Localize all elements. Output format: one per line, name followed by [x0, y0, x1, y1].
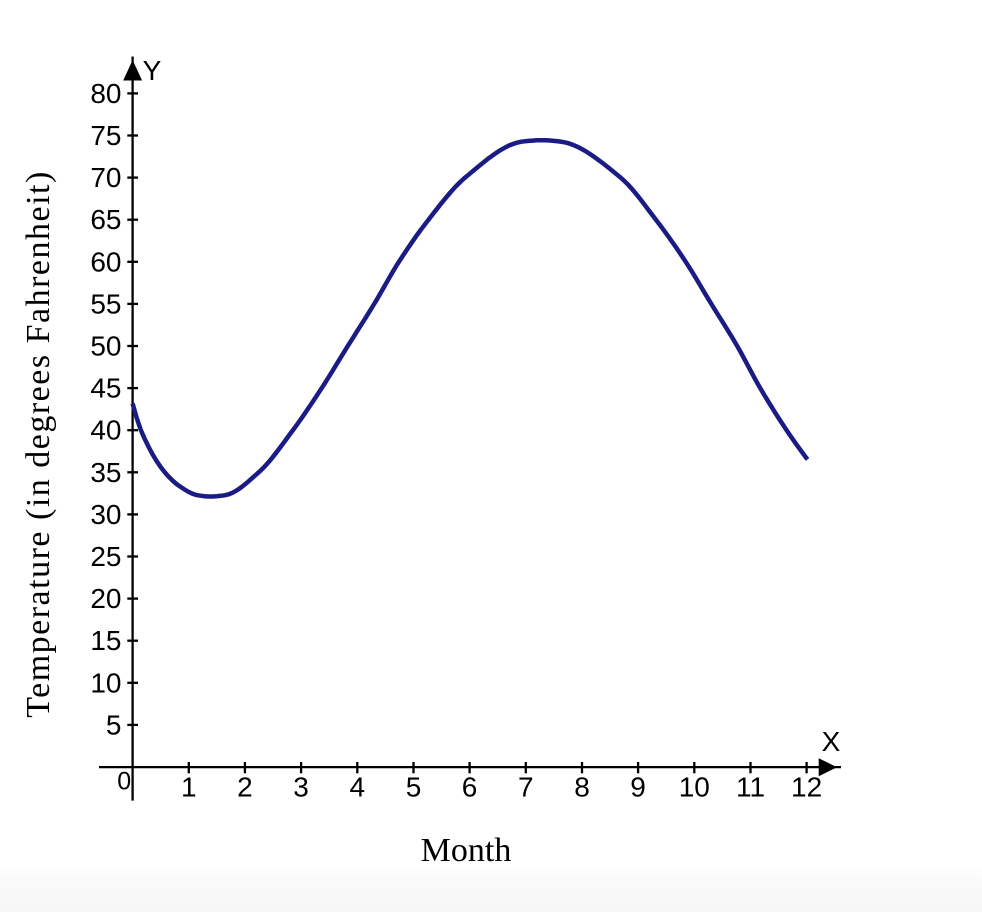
svg-text:25: 25 — [90, 541, 121, 572]
svg-text:11: 11 — [736, 772, 765, 803]
svg-text:55: 55 — [90, 288, 121, 319]
svg-text:9: 9 — [630, 772, 646, 803]
svg-text:20: 20 — [90, 583, 121, 614]
svg-text:5: 5 — [106, 709, 122, 740]
svg-text:10: 10 — [90, 667, 121, 698]
svg-text:8: 8 — [574, 772, 590, 803]
svg-text:Temperature (in degrees Fahren: Temperature (in degrees Fahrenheit) — [20, 170, 57, 718]
svg-text:2: 2 — [237, 772, 253, 803]
svg-text:7: 7 — [518, 772, 534, 803]
svg-text:70: 70 — [90, 162, 121, 193]
svg-text:1: 1 — [181, 772, 197, 803]
svg-text:15: 15 — [90, 625, 121, 656]
svg-text:65: 65 — [90, 204, 121, 235]
svg-text:75: 75 — [90, 120, 121, 151]
svg-text:4: 4 — [350, 772, 366, 803]
svg-text:0: 0 — [117, 768, 131, 796]
svg-text:12: 12 — [791, 772, 822, 803]
svg-text:10: 10 — [679, 772, 710, 803]
svg-text:45: 45 — [90, 373, 121, 404]
svg-text:Month: Month — [421, 832, 512, 869]
svg-text:30: 30 — [90, 499, 121, 530]
svg-text:50: 50 — [90, 331, 121, 362]
svg-text:X: X — [822, 726, 841, 757]
svg-text:Y: Y — [143, 55, 162, 86]
svg-text:40: 40 — [90, 415, 121, 446]
svg-text:60: 60 — [90, 246, 121, 277]
svg-text:5: 5 — [406, 772, 422, 803]
svg-text:6: 6 — [462, 772, 478, 803]
svg-text:35: 35 — [90, 457, 121, 488]
svg-text:80: 80 — [90, 78, 121, 109]
svg-text:3: 3 — [293, 772, 309, 803]
